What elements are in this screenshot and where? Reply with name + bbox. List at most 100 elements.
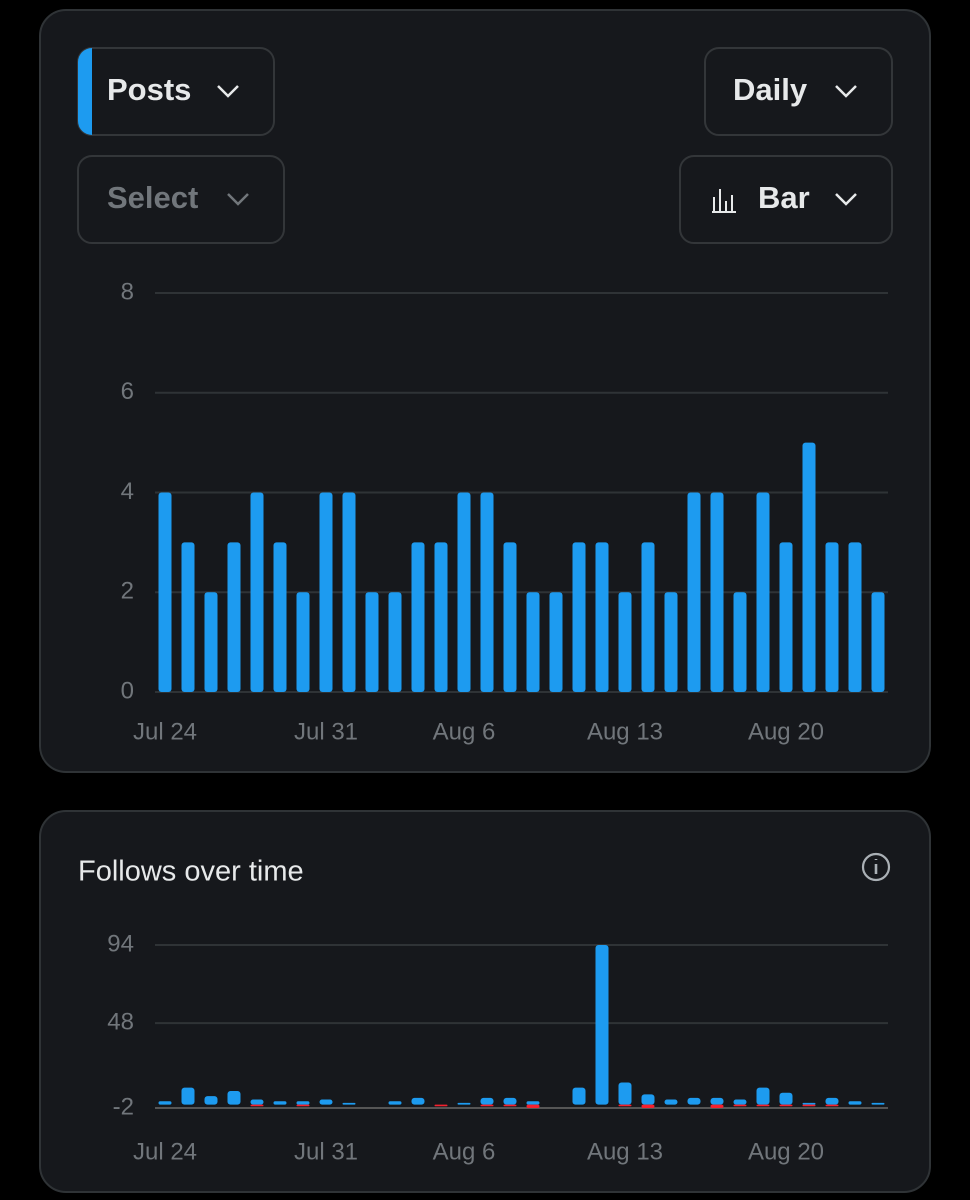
- chevron: [835, 193, 857, 206]
- bar: [388, 1101, 402, 1105]
- x-tick-label: Aug 13: [587, 1138, 663, 1165]
- chevron: [835, 85, 857, 98]
- bar: [434, 542, 448, 692]
- bar: [825, 1097, 839, 1105]
- y-tick-label: 94: [107, 930, 134, 957]
- dropdown-frame[interactable]: [77, 155, 285, 244]
- bar: [641, 1104, 655, 1108]
- bar: [572, 1087, 586, 1105]
- bar: [756, 492, 770, 692]
- dropdown-frame[interactable]: [704, 47, 893, 136]
- bar: [273, 542, 287, 692]
- period-dropdown[interactable]: Daily: [704, 47, 893, 136]
- bar: [526, 1101, 540, 1105]
- bar: [250, 1104, 264, 1107]
- bar: [687, 492, 701, 692]
- bar: [802, 442, 816, 692]
- bar: [250, 492, 264, 692]
- x-tick-label: Jul 31: [294, 718, 358, 745]
- x-tick-label: Aug 20: [748, 1138, 824, 1165]
- dropdown-label[interactable]: Select: [107, 180, 198, 215]
- bar: [227, 1091, 241, 1105]
- bar: [595, 945, 609, 1105]
- bar: [342, 1102, 356, 1105]
- bar: [595, 542, 609, 692]
- follows-card: [39, 810, 931, 1193]
- bar: [710, 492, 724, 692]
- bar: [526, 1104, 540, 1108]
- bar: [250, 1099, 264, 1105]
- bar: [641, 1094, 655, 1105]
- bar: [664, 592, 678, 692]
- bar-icon: [712, 189, 736, 213]
- bar: [480, 492, 494, 692]
- bar: [181, 1087, 195, 1105]
- chart-title: Follows over time: [78, 856, 304, 888]
- bar: [779, 1092, 793, 1105]
- bar: [756, 1087, 770, 1105]
- info-icon[interactable]: [861, 852, 891, 882]
- bar: [319, 492, 333, 692]
- bar: [457, 1102, 471, 1105]
- chevron: [217, 85, 239, 98]
- bar: [227, 542, 241, 692]
- bar: [572, 542, 586, 692]
- bar: [296, 592, 310, 692]
- x-tick-label: Jul 24: [133, 718, 197, 745]
- bar: [618, 1082, 632, 1105]
- bar: [480, 1104, 494, 1107]
- compare-dropdown[interactable]: Select: [77, 155, 285, 244]
- dropdown-label[interactable]: Bar: [758, 180, 810, 215]
- accent-bar: [78, 48, 92, 135]
- chevron: [227, 193, 249, 206]
- y-tick-label: 8: [121, 278, 134, 305]
- dropdown-label[interactable]: Posts: [107, 72, 191, 107]
- bar: [779, 542, 793, 692]
- y-tick-label: 2: [121, 578, 134, 605]
- x-tick-label: Aug 13: [587, 718, 663, 745]
- bar: [204, 592, 218, 692]
- bar: [710, 1104, 724, 1108]
- bar: [411, 1097, 425, 1105]
- bar: [480, 1097, 494, 1105]
- y-tick-label: 6: [121, 378, 134, 405]
- bar: [273, 1101, 287, 1105]
- bar: [296, 1101, 310, 1105]
- bar: [319, 1099, 333, 1105]
- bar: [802, 1104, 816, 1107]
- bar: [687, 1097, 701, 1105]
- bar: [526, 592, 540, 692]
- chart-kind-dropdown[interactable]: Bar: [679, 155, 893, 244]
- bar: [434, 1104, 448, 1107]
- bar: [848, 542, 862, 692]
- bar: [181, 542, 195, 692]
- bar: [549, 592, 563, 692]
- bar: [618, 592, 632, 692]
- bar: [503, 542, 517, 692]
- dropdown-label[interactable]: Daily: [733, 72, 808, 107]
- metric-dropdown[interactable]: Posts: [77, 47, 275, 136]
- bar: [204, 1096, 218, 1105]
- bar: [664, 1099, 678, 1105]
- bar: [733, 1099, 747, 1105]
- bar: [457, 492, 471, 692]
- bar: [641, 542, 655, 692]
- y-tick-label: 4: [121, 478, 134, 505]
- bar: [733, 1104, 747, 1107]
- bar: [158, 492, 172, 692]
- info-circle[interactable]: [861, 852, 891, 882]
- bar: [710, 1097, 724, 1105]
- bar: [733, 592, 747, 692]
- y-tick-label: 48: [107, 1008, 134, 1035]
- bar: [871, 1102, 885, 1105]
- bar: [388, 592, 402, 692]
- dropdown-frame[interactable]: [679, 155, 893, 244]
- x-tick-label: Jul 24: [133, 1138, 197, 1165]
- y-tick-label: -2: [113, 1093, 134, 1120]
- bar: [871, 592, 885, 692]
- x-tick-label: Jul 31: [294, 1138, 358, 1165]
- bar: [158, 1101, 172, 1105]
- y-tick-label: 0: [121, 677, 134, 704]
- bar: [342, 492, 356, 692]
